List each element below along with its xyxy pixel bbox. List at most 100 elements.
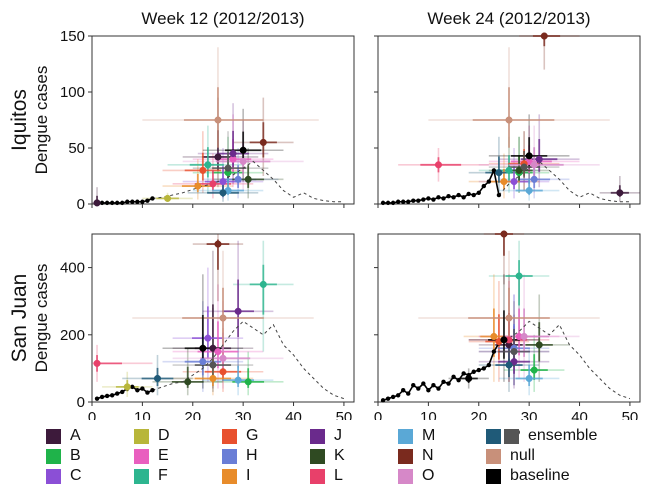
panel-frame (377, 35, 641, 205)
observed-point (145, 198, 150, 203)
forecast-point-E (214, 348, 222, 356)
legend-swatch (486, 428, 501, 444)
observed-point (436, 386, 441, 391)
legend-item-F: F (134, 466, 168, 486)
future-cases-line (498, 320, 631, 400)
legend-item-G: G (222, 426, 258, 446)
forecast-point-C (219, 178, 227, 186)
x-tick-label: 0 (88, 409, 96, 420)
legend-label: D (158, 427, 170, 444)
y-axis-label: Dengue cases (32, 264, 51, 373)
observed-point (380, 398, 386, 403)
forecast-point-O (520, 332, 528, 341)
forecast-point-F (515, 272, 523, 280)
legend-item-A: A (46, 426, 81, 446)
legend-label: K (334, 447, 345, 464)
legend-swatch (398, 428, 413, 444)
forecast-point-N (214, 240, 222, 248)
legend-item-I: I (222, 466, 250, 486)
observed-point (421, 381, 426, 386)
legend-label: E (158, 447, 169, 464)
x-tick-label: 10 (134, 409, 151, 420)
legend-label: null (510, 447, 535, 464)
legend-swatch (46, 468, 61, 484)
legend-item-C: C (46, 466, 82, 486)
legend-swatch (310, 448, 325, 464)
forecast-point-N (259, 138, 267, 146)
observed-point (451, 195, 456, 200)
observed-point (486, 179, 492, 184)
forecast-point-G (219, 368, 227, 376)
observed-point (140, 199, 145, 204)
y-tick-label: 100 (60, 84, 85, 101)
observed-point (120, 200, 125, 206)
observed-point (481, 183, 487, 189)
observed-point (476, 190, 481, 195)
forecast-point-I (194, 182, 202, 190)
observed-point (150, 196, 155, 201)
legend-label: M (422, 427, 436, 444)
forecast-point-K (535, 341, 543, 349)
forecast-point-M (525, 374, 533, 383)
observed-point (431, 197, 436, 202)
observed-point (125, 199, 130, 204)
forecast-point-K (515, 166, 523, 174)
forecast-point-O (239, 157, 247, 165)
observed-point (145, 390, 150, 395)
forecast-point-L (209, 180, 217, 188)
legend-item-O: O (398, 466, 434, 486)
observed-point (104, 200, 110, 206)
forecast-point-ensemble (510, 348, 518, 356)
forecast-point-baseline (500, 336, 508, 344)
forecast-figure: Week 12 (2012/2013) Week 24 (2012/2013) Iq… (8, 9, 641, 420)
observed-point (150, 388, 155, 393)
forecast-point-null (505, 314, 513, 322)
observed-point (411, 383, 416, 388)
legend-item-null: null (486, 446, 535, 466)
observed-point (135, 388, 140, 393)
legend-item-B: B (46, 446, 81, 466)
y-axis-label: Dengue cases (32, 66, 51, 175)
x-tick-label: 10 (420, 409, 437, 420)
observed-point (140, 386, 145, 391)
legend-item-J: J (310, 426, 342, 446)
forecast-point-L (434, 161, 443, 169)
observed-cases-line (383, 167, 500, 204)
panel-frame (91, 35, 355, 205)
forecast-point-K (244, 175, 252, 183)
observed-point (390, 200, 396, 206)
observed-point (446, 193, 451, 199)
forecast-point-L (93, 359, 101, 367)
x-tick-label: 30 (521, 409, 538, 420)
observed-point (94, 396, 100, 401)
observed-point (104, 393, 110, 399)
observed-point (135, 199, 140, 204)
forecast-point-J (535, 155, 543, 163)
forecast-point-baseline (525, 152, 533, 160)
forecast-point-K (184, 378, 192, 386)
row-site-label: San Juan (8, 274, 31, 363)
forecast-point-P (505, 361, 513, 369)
x-tick-label: 20 (184, 409, 201, 420)
chart-legend: ABCDEFGHIJKLMNOPnullbaselineensemble (46, 426, 656, 486)
legend-item-K: K (310, 446, 345, 466)
observed-point (426, 388, 431, 393)
panel-frame (91, 233, 355, 403)
forecast-point-null (505, 116, 513, 124)
observed-point (451, 374, 456, 379)
forecast-point-P (495, 169, 503, 177)
forecast-point-D (123, 383, 131, 391)
x-tick-label: 40 (571, 409, 588, 420)
legend-swatch (222, 468, 237, 484)
observed-point (456, 377, 461, 383)
forecast-point-G (199, 166, 207, 174)
legend-item-H: H (222, 446, 258, 466)
forecast-point-D (164, 194, 172, 202)
forecast-point-B (244, 378, 252, 386)
observed-point (461, 371, 466, 376)
column-title: Week 12 (2012/2013) (141, 9, 304, 28)
observed-point (390, 394, 396, 400)
y-tick-label: 0 (77, 394, 85, 411)
y-tick-label: 0 (77, 196, 85, 213)
observed-point (441, 379, 446, 385)
